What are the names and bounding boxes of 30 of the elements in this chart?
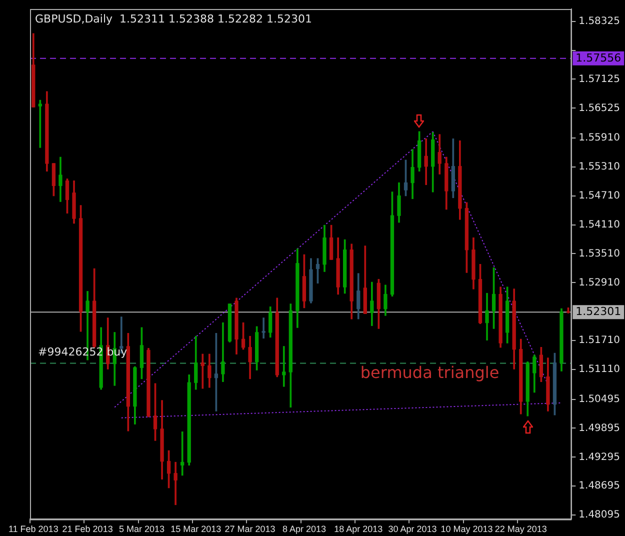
y-tick-label: 1.48095 [578, 510, 620, 521]
y-tick-label: 1.48695 [578, 480, 620, 492]
y-tick-label: 1.50495 [578, 394, 620, 405]
y-tick-label: 1.54710 [578, 190, 620, 202]
x-tick-label: 22 May 2013 [494, 524, 547, 534]
x-tick-label: 15 Mar 2013 [170, 524, 222, 534]
y-tick-label: 1.49895 [578, 422, 620, 434]
annotation: bermuda triangle [360, 362, 500, 382]
x-tick-label: 27 Mar 2013 [224, 524, 276, 534]
x-tick-label: 8 Apr 2013 [282, 524, 326, 534]
ref-line-label: 1.52301 [576, 304, 622, 318]
y-tick-label: 1.53510 [578, 248, 620, 260]
y-tick-label: 1.56525 [578, 102, 620, 114]
y-tick-label: 1.58325 [578, 16, 620, 27]
y-tick-label: 1.57125 [578, 74, 620, 85]
y-tick-label: 1.51110 [578, 364, 620, 376]
x-tick-label: 18 Apr 2013 [334, 524, 383, 534]
chart-title: GBPUSD,Daily 1.52311 1.52388 1.52282 1.52301 [35, 12, 312, 26]
x-tick-label: 5 Mar 2013 [118, 524, 164, 534]
y-tick-label: 1.54110 [578, 219, 620, 230]
y-tick-label: 1.49295 [578, 452, 620, 463]
y-tick-label: 1.52910 [578, 277, 620, 288]
y-tick-label: 1.51710 [578, 335, 620, 346]
x-tick-label: 30 Apr 2013 [388, 524, 437, 534]
x-tick-label: 10 May 2013 [440, 524, 493, 534]
ref-line-label: 1.57556 [576, 51, 622, 64]
y-tick-label: 1.55310 [578, 161, 620, 172]
y-tick-label: 1.55910 [578, 132, 620, 144]
x-tick-label: 21 Feb 2013 [62, 524, 113, 534]
x-tick-label: 11 Feb 2013 [8, 524, 58, 534]
